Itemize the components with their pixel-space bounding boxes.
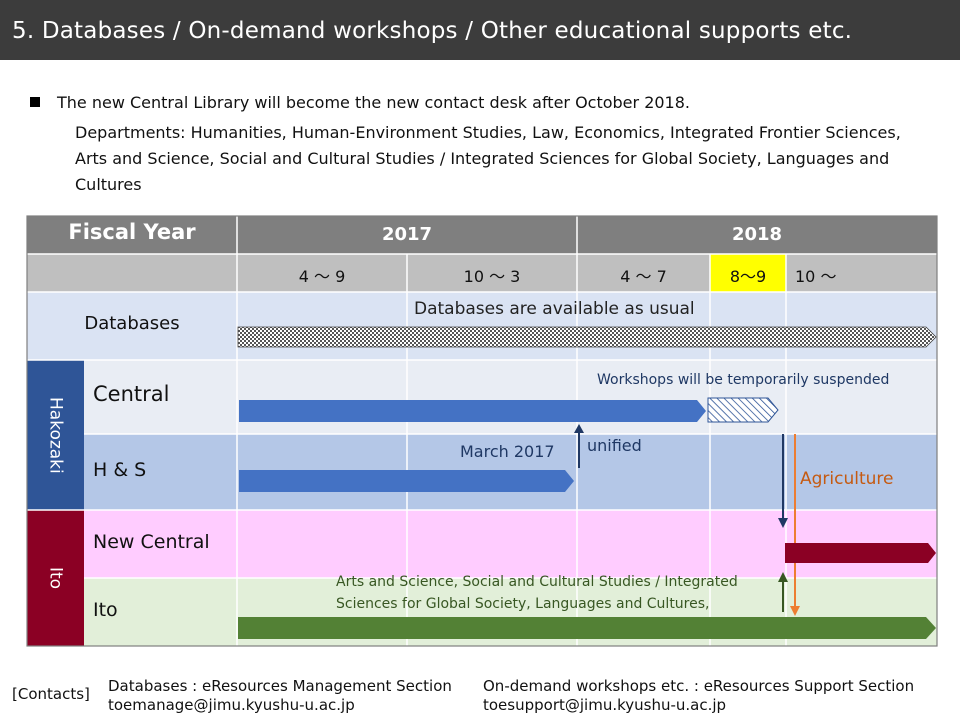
period-aug-sep-2018: 8～9 <box>729 267 767 286</box>
annotation-unified: unified <box>587 436 642 455</box>
unified-arrow-icon <box>574 424 584 433</box>
period-oct-onward: 10 ～ <box>795 267 837 286</box>
ito-arrow <box>238 617 936 639</box>
annotation-agriculture: Agriculture <box>800 469 894 489</box>
intro-departments: Departments: Humanities, Human-Environme… <box>75 123 901 194</box>
green-up-arrow-icon <box>778 572 788 582</box>
period-oct-mar: 10 ～ 3 <box>463 267 521 286</box>
databases-arrow <box>237 326 937 348</box>
year-2017: 2017 <box>381 224 433 245</box>
row-label-new-central: New Central <box>93 531 210 553</box>
slide-title: 5. Databases / On-demand workshops / Oth… <box>12 18 853 44</box>
period-highlight <box>710 254 786 292</box>
workshops-contact-section: On-demand workshops etc. : eResources Su… <box>483 677 915 695</box>
annotation-workshops-suspended: Workshops will be temporarily suspended <box>597 372 890 388</box>
new-central-arrow <box>785 543 936 563</box>
period-apr-jul-2018: 4 ～ 7 <box>620 267 667 286</box>
bullet-square-icon <box>30 97 40 107</box>
central-arrow <box>239 400 706 422</box>
row-label-databases: Databases <box>84 313 180 334</box>
group-ito-label: Ito <box>45 566 66 590</box>
annotation-march-2017: March 2017 <box>460 442 555 461</box>
hs-arrow <box>239 470 574 492</box>
contacts-label: [Contacts] <box>12 685 90 703</box>
fiscal-year-row <box>27 216 937 254</box>
annotation-ito-departments: Arts and Science, Social and Cultural St… <box>336 574 738 612</box>
suspension-arrow <box>707 397 779 423</box>
row-label-hs: H & S <box>93 459 147 481</box>
group-ito: Ito <box>27 510 84 646</box>
databases-contact-email: toemanage@jimu.kyushu-u.ac.jp <box>108 696 355 714</box>
databases-contact-section: Databases : eResources Management Sectio… <box>108 677 452 695</box>
row-label-central: Central <box>93 382 170 406</box>
row-label-ito: Ito <box>93 599 118 621</box>
agriculture-arrow-icon <box>790 606 800 616</box>
fiscal-year-label: Fiscal Year <box>68 220 196 244</box>
workshops-contact-email: toesupport@jimu.kyushu-u.ac.jp <box>483 696 727 714</box>
slide-header: 5. Databases / On-demand workshops / Oth… <box>0 0 960 60</box>
group-hakozaki-label: Hakozaki <box>45 396 66 474</box>
ito-group-cell <box>27 510 84 646</box>
year-2018: 2018 <box>731 224 783 245</box>
period-apr-sep-2017: 4 ～ 9 <box>298 267 346 286</box>
annotation-databases-usual: Databases are available as usual <box>414 299 695 319</box>
navy-down-arrow-icon <box>778 518 788 528</box>
group-hakozaki: Hakozaki <box>27 360 84 510</box>
intro-statement: The new Central Library will become the … <box>57 93 690 112</box>
hakozaki-group-cell <box>27 360 84 510</box>
